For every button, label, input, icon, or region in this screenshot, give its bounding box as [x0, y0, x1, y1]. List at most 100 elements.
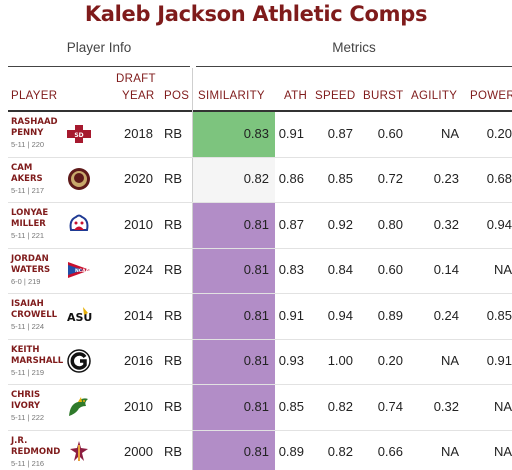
similarity-cell-bg — [193, 248, 275, 293]
col-header-pos[interactable]: POS — [164, 90, 190, 102]
agility-value: NA — [440, 444, 459, 460]
row-separator — [8, 429, 512, 431]
speed-value: 1.00 — [327, 353, 353, 369]
row-separator — [8, 384, 512, 385]
row-separator — [8, 338, 512, 340]
position-cell: RB — [164, 444, 183, 460]
row-separator — [8, 293, 512, 294]
similarity-value: 0.83 — [243, 125, 269, 141]
col-header-agility[interactable]: AGILITY — [411, 90, 458, 102]
speed-value: 0.82 — [327, 444, 353, 460]
player-first-name: Jordan — [11, 253, 49, 264]
san-diego-state-logo: SD — [67, 124, 91, 143]
player-last-name: Akers — [11, 173, 43, 184]
column-divider — [192, 68, 193, 470]
burst-value: 0.89 — [377, 307, 403, 323]
position-cell: RB — [164, 171, 183, 187]
draft-year-cell: 2000 — [124, 444, 153, 460]
burst-value: 0.66 — [377, 444, 403, 460]
similarity-cell-bg — [193, 112, 275, 157]
position-cell: RB — [164, 398, 183, 414]
alabama-state-logo: ASU — [67, 306, 92, 324]
power-value: 0.85 — [486, 307, 512, 323]
position-cell: RB — [164, 125, 183, 141]
similarity-cell-bg — [193, 203, 275, 248]
player-height-weight: 5-11 | 217 — [11, 185, 45, 195]
col-header-player[interactable]: PLAYER — [11, 90, 58, 102]
draft-year-cell: 2024 — [124, 262, 153, 278]
similarity-value: 0.81 — [243, 262, 269, 278]
power-value: 0.94 — [486, 216, 512, 232]
ath-value: 0.83 — [278, 262, 304, 278]
player-height-weight: 5-11 | 216 — [11, 458, 45, 468]
burst-value: 0.72 — [377, 171, 403, 187]
col-header-draft-year-line2[interactable]: YEAR — [122, 90, 155, 102]
agility-value: 0.23 — [433, 171, 459, 187]
row-separator — [8, 202, 512, 203]
similarity-cell-bg — [193, 339, 275, 384]
col-header-power[interactable]: POWER — [470, 90, 512, 102]
similarity-value: 0.81 — [243, 444, 269, 460]
ath-value: 0.93 — [278, 353, 304, 369]
power-value: NA — [493, 398, 512, 414]
ncaa-pennant-logo: NCAA — [68, 262, 90, 279]
draft-year-cell: 2020 — [124, 171, 153, 187]
agility-value: 0.32 — [433, 398, 459, 414]
player-first-name: Chris — [11, 390, 41, 400]
ath-value: 0.89 — [278, 444, 304, 460]
player-height-weight: 6-0 | 219 — [11, 276, 41, 286]
player-last-name: Marshall — [11, 355, 64, 366]
position-cell: RB — [164, 262, 183, 278]
agility-value: NA — [440, 353, 459, 369]
similarity-value: 0.82 — [243, 171, 269, 187]
speed-value: 0.84 — [327, 262, 353, 278]
player-first-name: Keith — [11, 344, 40, 355]
similarity-cell-bg — [193, 157, 275, 202]
speed-value: 0.87 — [327, 125, 353, 141]
agility-value: 0.24 — [433, 307, 459, 323]
group-underline-metrics — [196, 66, 512, 67]
draft-year-cell: 2016 — [124, 353, 153, 369]
player-height-weight: 5-11 | 222 — [11, 413, 45, 422]
col-header-speed[interactable]: SPEED — [315, 90, 356, 102]
position-cell: RB — [164, 216, 183, 232]
speed-value: 0.94 — [327, 307, 353, 323]
svg-text:NCAA: NCAA — [75, 268, 90, 274]
fresno-state-logo — [69, 214, 89, 231]
agility-value: 0.32 — [433, 216, 459, 232]
florida-state-logo — [68, 168, 90, 191]
similarity-cell-bg — [193, 385, 275, 430]
player-height-weight: 5-11 | 224 — [11, 322, 45, 331]
svg-text:SD: SD — [74, 132, 83, 139]
georgia-logo — [67, 349, 91, 373]
power-value: NA — [493, 444, 512, 460]
burst-value: 0.60 — [377, 262, 403, 278]
power-value: NA — [493, 262, 512, 278]
player-height-weight: 5-11 | 221 — [11, 231, 45, 240]
row-separator — [8, 247, 512, 249]
player-first-name: Isaiah — [11, 299, 44, 309]
group-underline-player-info — [8, 66, 190, 67]
burst-value: 0.74 — [377, 398, 403, 414]
agility-value: 0.14 — [433, 262, 459, 278]
player-first-name: Cam — [11, 162, 33, 173]
similarity-value: 0.81 — [243, 398, 269, 414]
similarity-value: 0.81 — [243, 216, 269, 232]
burst-value: 0.80 — [377, 216, 403, 232]
row-separator — [8, 156, 512, 158]
power-value: 0.68 — [486, 171, 512, 187]
col-header-draft-year-line1[interactable]: DRAFT — [116, 73, 156, 85]
burst-value: 0.60 — [377, 125, 403, 141]
col-header-burst[interactable]: BURST — [363, 90, 404, 102]
speed-value: 0.92 — [327, 216, 353, 232]
ath-value: 0.86 — [278, 171, 304, 187]
col-header-ath[interactable]: ATH — [284, 90, 308, 102]
draft-year-cell: 2010 — [124, 216, 153, 232]
ath-value: 0.85 — [278, 398, 304, 414]
arizona-state-logo — [70, 441, 88, 462]
col-header-similarity[interactable]: SIMILARITY — [198, 90, 265, 102]
similarity-cell-bg — [193, 294, 275, 339]
position-cell: RB — [164, 307, 183, 323]
player-first-name: Rashaad — [11, 117, 58, 127]
